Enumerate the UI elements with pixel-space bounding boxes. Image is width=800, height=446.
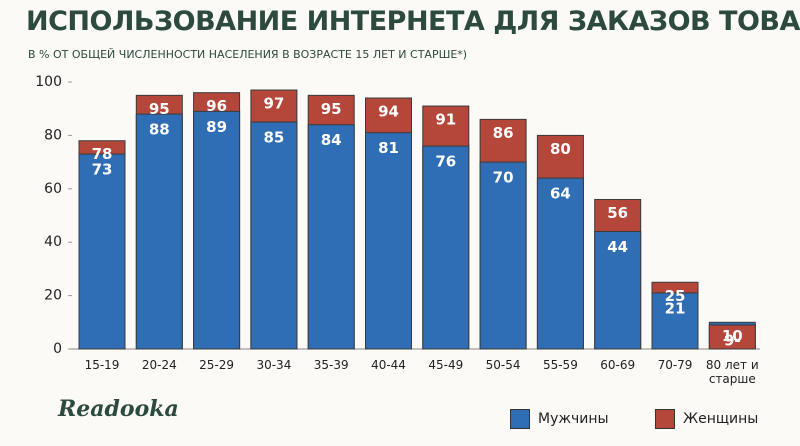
value-label: 94 (378, 103, 399, 121)
value-label: 44 (607, 238, 628, 256)
bar (536, 177, 584, 350)
value-label: 80 (550, 140, 571, 158)
value-label: 76 (435, 153, 456, 171)
bar (193, 110, 241, 350)
legend-label: Мужчины (538, 411, 609, 427)
x-tick-label: 80 лет и старше (705, 358, 759, 386)
x-tick-label: 50-54 (485, 358, 521, 372)
x-tick-label: 20-24 (141, 358, 177, 372)
bar (422, 145, 470, 350)
value-label: 88 (149, 121, 170, 139)
value-label: 86 (493, 124, 514, 142)
y-tick-label: 100 (35, 74, 62, 90)
bar (78, 153, 126, 350)
value-label: 73 (92, 161, 113, 179)
subtitle: В % ОТ ОБЩЕЙ ЧИСЛЕННОСТИ НАСЕЛЕНИЯ В ВОЗ… (28, 48, 468, 61)
value-label: 10 (722, 327, 743, 345)
value-label: 56 (607, 204, 628, 222)
value-label: 89 (206, 118, 227, 136)
legend-swatch (510, 409, 530, 429)
x-tick-label: 55-59 (542, 358, 578, 372)
x-tick-label: 40-44 (371, 358, 406, 372)
bar (250, 121, 298, 350)
bar (135, 113, 183, 350)
value-label: 96 (206, 97, 227, 115)
y-tick-label: 80 (44, 127, 62, 143)
value-label: 25 (665, 287, 686, 305)
value-label: 64 (550, 185, 571, 203)
value-label: 21 (665, 299, 686, 317)
x-tick-label: 60-69 (600, 358, 636, 372)
value-label: 9- (724, 331, 741, 349)
value-label: 81 (378, 139, 399, 157)
value-label: 95 (321, 100, 342, 118)
legend-item: Женщины (655, 409, 758, 429)
y-tick-label: 60 (44, 181, 62, 197)
x-tick-label: 25-29 (199, 358, 235, 372)
bar (365, 132, 412, 350)
legend-swatch (655, 409, 675, 429)
value-label: 85 (263, 129, 284, 147)
value-label: 97 (263, 95, 284, 113)
legend-item: Мужчины (510, 409, 609, 429)
x-tick-label: 45-49 (428, 358, 464, 372)
bar (479, 161, 527, 350)
value-label: 70 (493, 169, 514, 187)
value-label: 84 (321, 131, 342, 149)
value-label: 95 (149, 100, 170, 118)
x-tick-label: 30-34 (256, 358, 292, 372)
value-label: 91 (435, 111, 456, 129)
logo: Readooka (58, 396, 179, 422)
bar (708, 324, 756, 350)
x-tick-label: 70-79 (657, 358, 693, 372)
bar (594, 231, 642, 350)
y-tick-label: 20 (44, 288, 62, 304)
bar (651, 292, 699, 350)
bar (307, 124, 355, 350)
y-tick-label: 0 (53, 341, 62, 357)
legend-label: Женщины (683, 411, 759, 427)
value-label: 78 (92, 145, 113, 163)
title: ИСПОЛЬЗОВАНИЕ ИНТЕРНЕТА ДЛЯ ЗАКАЗОВ ТОВА… (26, 6, 800, 37)
y-tick-label: 40 (44, 234, 62, 250)
x-tick-label: 15-19 (84, 358, 120, 372)
x-tick-label: 35-39 (313, 358, 349, 372)
